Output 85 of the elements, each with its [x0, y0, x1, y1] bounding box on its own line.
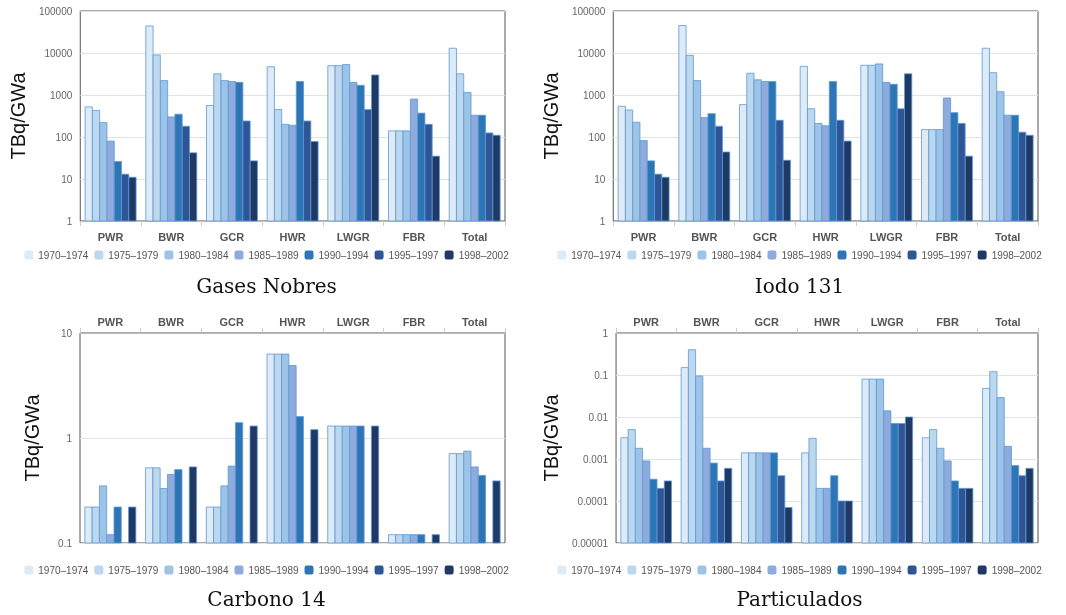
x-tick-label: HWR — [279, 230, 306, 243]
text: Carbono 14 — [207, 587, 326, 611]
x-tick-label: FBR — [935, 230, 959, 243]
x-tick-label: PWR — [97, 230, 124, 243]
x-tick-label: PWR — [97, 315, 124, 328]
y-tick-label: 1000 — [50, 89, 73, 101]
legend-label: 1970–1974 — [38, 249, 89, 261]
legend-label: 1985–1989 — [248, 249, 299, 261]
legend-label: 1998–2002 — [991, 564, 1043, 576]
text: Particulados — [736, 587, 863, 611]
legend-label: 1980–1984 — [711, 564, 762, 576]
legend-label: 1995–1997 — [388, 249, 440, 261]
y-tick-label: 10 — [60, 327, 73, 339]
y-tick-label: 100 — [55, 131, 73, 143]
y-tick-label: 10 — [61, 173, 73, 185]
y-tick-label: 10000 — [44, 47, 73, 59]
legend-label: 1985–1989 — [781, 249, 832, 261]
y-tick-label: 1 — [66, 215, 73, 227]
y-tick-label: 0.1 — [58, 537, 73, 549]
y-tick-label: 100000 — [38, 5, 73, 17]
y-axis-title: TBq/GWa — [540, 71, 562, 160]
legend-label: 1985–1989 — [781, 564, 832, 576]
x-tick-label: LWGR — [869, 230, 903, 243]
y-tick-label: 10 — [594, 173, 606, 185]
x-tick-label: Total — [995, 315, 1021, 328]
x-tick-label: BWR — [693, 315, 720, 328]
legend-label: 1995–1997 — [921, 249, 973, 261]
x-tick-label: GCR — [752, 230, 778, 243]
x-tick-label: Total — [994, 230, 1021, 243]
x-tick-label: GCR — [219, 230, 245, 243]
y-tick-label: 100 — [588, 131, 606, 143]
y-axis-title: TBq/GWa — [21, 393, 43, 482]
legend-label: 1990–1994 — [851, 249, 903, 261]
y-tick-label: 1000 — [583, 89, 606, 101]
x-tick-label: BWR — [691, 230, 718, 243]
legend-label: 1990–1994 — [318, 249, 370, 261]
legend-label: 1980–1984 — [178, 564, 229, 576]
legend-label: 1998–2002 — [991, 249, 1043, 261]
y-tick-label: 1 — [602, 327, 609, 339]
y-axis-title: TBq/GWa — [540, 393, 562, 482]
legend-label: 1985–1989 — [248, 564, 299, 576]
x-tick-label: BWR — [157, 315, 185, 328]
legend-label: 1995–1997 — [921, 564, 973, 576]
legend-label: 1990–1994 — [851, 564, 903, 576]
legend-label: 1970–1974 — [571, 564, 622, 576]
legend-label: 1975–1979 — [108, 564, 159, 576]
legend-label: 1990–1994 — [318, 564, 370, 576]
x-tick-label: PWR — [633, 315, 660, 328]
legend-label: 1998–2002 — [458, 564, 510, 576]
y-tick-label: 0.01 — [588, 411, 609, 423]
x-tick-label: Total — [461, 315, 488, 328]
legend-label: 1995–1997 — [388, 564, 440, 576]
x-tick-label: HWR — [813, 315, 841, 328]
legend-label: 1980–1984 — [178, 249, 229, 261]
x-tick-label: Total — [461, 230, 488, 243]
legend-label: 1975–1979 — [641, 564, 692, 576]
y-tick-label: 100000 — [571, 5, 606, 17]
x-tick-label: LWGR — [336, 230, 370, 243]
x-tick-label: GCR — [754, 315, 780, 328]
legend-label: 1970–1974 — [571, 249, 622, 261]
x-tick-label: LWGR — [870, 315, 904, 328]
legend-label: 1975–1979 — [641, 249, 692, 261]
legend-label: 1980–1984 — [711, 249, 762, 261]
x-tick-label: FBR — [936, 315, 959, 328]
x-tick-label: BWR — [158, 230, 185, 243]
y-tick-label: 0.00001 — [571, 537, 609, 549]
x-tick-label: HWR — [812, 230, 839, 243]
x-tick-label: HWR — [279, 315, 306, 328]
legend-label: 1975–1979 — [108, 249, 159, 261]
x-tick-label: LWGR — [336, 315, 370, 328]
y-tick-label: 10000 — [577, 47, 606, 59]
y-tick-label: 1 — [66, 432, 73, 444]
y-tick-label: 0.1 — [594, 369, 609, 381]
x-tick-label: GCR — [219, 315, 245, 328]
legend-label: 1998–2002 — [458, 249, 510, 261]
x-tick-label: PWR — [630, 230, 657, 243]
y-tick-label: 0.0001 — [577, 495, 609, 507]
x-tick-label: FBR — [402, 315, 426, 328]
legend-label: 1970–1974 — [38, 564, 89, 576]
text: Iodo 131 — [754, 274, 845, 298]
y-tick-label: 0.001 — [583, 453, 609, 465]
y-axis-title: TBq/GWa — [7, 71, 29, 160]
text: Gases Nobres — [196, 274, 337, 298]
y-tick-label: 1 — [599, 215, 606, 227]
x-tick-label: FBR — [402, 230, 426, 243]
